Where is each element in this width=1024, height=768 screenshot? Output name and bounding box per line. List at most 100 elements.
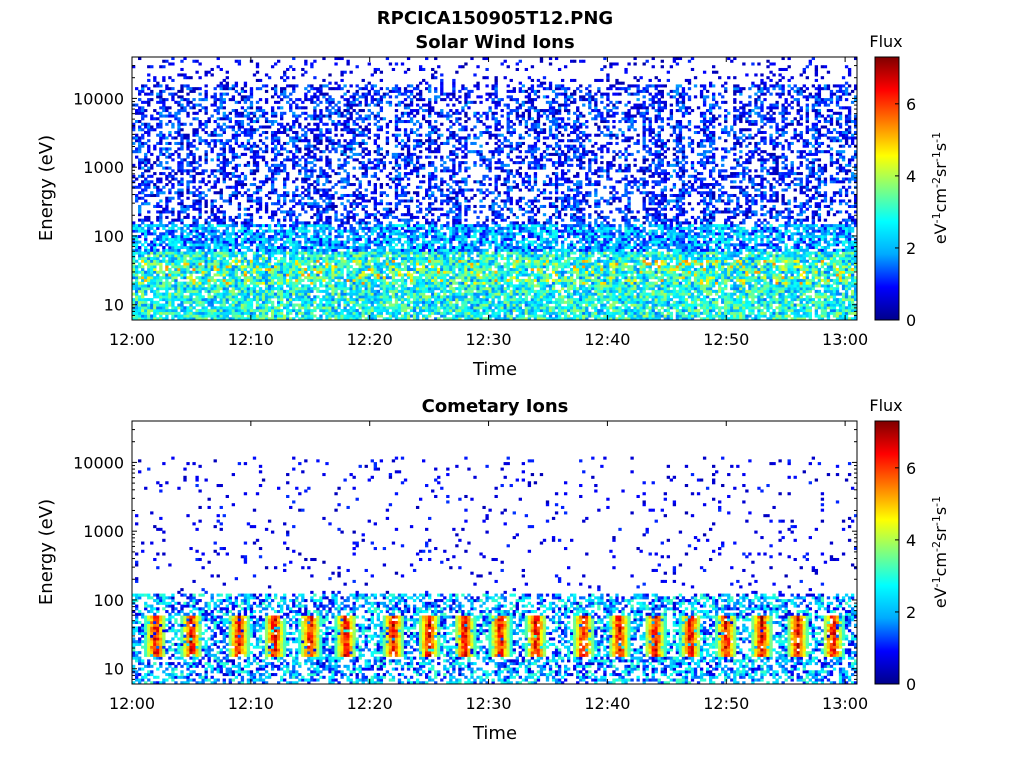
heatmap-cell — [219, 133, 223, 137]
heatmap-cell — [246, 300, 251, 304]
heatmap-cell — [298, 251, 302, 255]
heatmap-cell — [138, 213, 142, 217]
heatmap-cell — [171, 292, 175, 296]
heatmap-cell — [361, 292, 365, 296]
heatmap-cell — [349, 284, 353, 288]
heatmap-cell — [367, 166, 371, 170]
heatmap-cell — [280, 130, 284, 135]
heatmap-cell — [385, 207, 390, 211]
heatmap-cell — [210, 309, 214, 313]
heatmap-cell — [138, 270, 142, 274]
heatmap-cell — [322, 240, 326, 244]
heatmap-cell — [138, 106, 142, 110]
heatmap-cell — [234, 152, 239, 156]
heatmap-cell — [310, 276, 314, 280]
heatmap-cell — [222, 199, 226, 203]
heatmap-cell — [165, 202, 169, 206]
heatmap-cell — [237, 163, 242, 167]
heatmap-cell — [261, 180, 266, 184]
heatmap-cell — [361, 281, 365, 285]
heatmap-cell — [156, 180, 160, 184]
heatmap-cell — [376, 144, 381, 148]
heatmap-cell — [328, 199, 332, 203]
heatmap-cell — [195, 128, 199, 132]
heatmap-cell — [382, 292, 387, 296]
heatmap-cell — [219, 188, 223, 192]
heatmap-cell — [367, 199, 371, 203]
heatmap-cell — [252, 256, 257, 261]
heatmap-cell — [222, 150, 226, 154]
heatmap-cell — [165, 300, 169, 304]
heatmap-cell — [373, 122, 377, 126]
heatmap-cell — [298, 147, 302, 151]
heatmap-cell — [237, 125, 242, 129]
heatmap-cell — [394, 215, 399, 219]
heatmap-cell — [388, 276, 393, 280]
heatmap-cell — [355, 237, 359, 241]
heatmap-cell — [246, 232, 251, 236]
heatmap-cell — [313, 185, 317, 189]
heatmap-cell — [177, 289, 181, 293]
heatmap-cell — [301, 256, 305, 261]
heatmap-cell — [346, 254, 350, 258]
heatmap-cell — [361, 298, 365, 302]
heatmap-cell — [162, 224, 166, 228]
heatmap-cell — [301, 221, 305, 225]
heatmap-cell — [189, 237, 193, 241]
heatmap-cell — [246, 259, 251, 263]
heatmap-cell — [322, 210, 326, 214]
heatmap-cell — [147, 248, 151, 252]
heatmap-cell — [159, 188, 163, 192]
heatmap-cell — [412, 281, 417, 285]
heatmap-cell — [367, 278, 371, 282]
heatmap-cell — [204, 311, 208, 315]
heatmap-cell — [322, 265, 326, 269]
heatmap-cell — [361, 270, 365, 274]
heatmap-cell — [243, 306, 248, 310]
heatmap-cell — [394, 152, 399, 156]
heatmap-cell — [403, 256, 408, 261]
heatmap-cell — [313, 191, 317, 195]
heatmap-cell — [192, 300, 196, 304]
heatmap-cell — [295, 295, 299, 299]
heatmap-cell — [270, 276, 275, 280]
heatmap-cell — [352, 174, 356, 178]
heatmap-cell — [204, 287, 208, 291]
heatmap-cell — [249, 270, 254, 274]
heatmap-cell — [135, 276, 139, 280]
heatmap-cell — [373, 70, 377, 74]
heatmap-cell — [216, 295, 220, 299]
heatmap-cell — [328, 111, 332, 115]
heatmap-cell — [355, 309, 359, 313]
heatmap-cell — [343, 259, 347, 263]
heatmap-cell — [319, 215, 323, 219]
heatmap-cell — [298, 295, 302, 299]
heatmap-cell — [409, 84, 414, 88]
heatmap-cell — [156, 155, 160, 159]
heatmap-cell — [298, 221, 302, 225]
heatmap-cell — [174, 289, 178, 293]
heatmap-cell — [304, 169, 308, 173]
heatmap-cell — [168, 303, 172, 307]
heatmap-cell — [334, 133, 338, 137]
heatmap-cell — [349, 298, 353, 302]
heatmap-cell — [319, 128, 323, 132]
heatmap-cell — [186, 111, 190, 115]
heatmap-cell — [222, 300, 226, 304]
heatmap-cell — [340, 281, 344, 285]
heatmap-cell — [295, 254, 299, 258]
heatmap-cell — [388, 311, 393, 315]
heatmap-cell — [222, 243, 226, 247]
heatmap-cell — [183, 289, 187, 293]
heatmap-cell — [138, 161, 142, 165]
heatmap-cell — [240, 224, 245, 228]
heatmap-cell — [349, 256, 353, 261]
heatmap-cell — [219, 84, 223, 88]
heatmap-cell — [195, 70, 199, 74]
heatmap-cell — [367, 240, 371, 244]
heatmap-cell — [349, 202, 353, 206]
heatmap-cell — [255, 262, 260, 266]
heatmap-cell — [412, 295, 417, 299]
heatmap-cell — [313, 169, 317, 173]
heatmap-cell — [156, 311, 160, 315]
